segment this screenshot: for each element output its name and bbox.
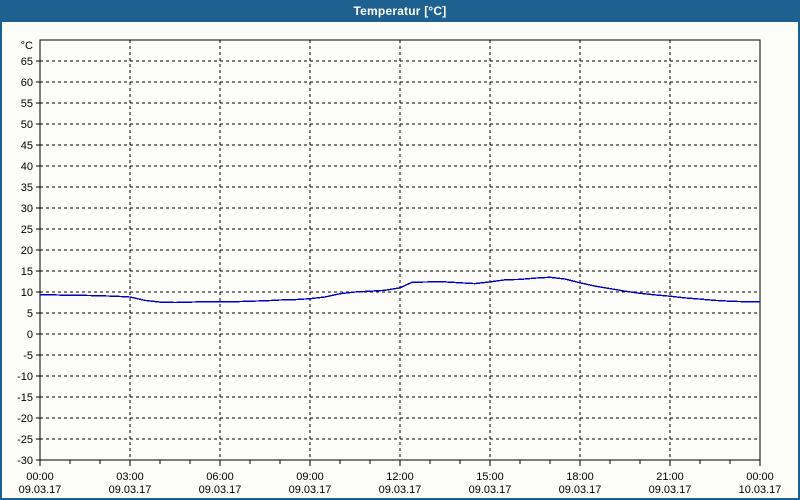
y-tick-label: 15 [21, 266, 33, 278]
y-tick-label: 45 [21, 140, 33, 152]
y-tick-label: -30 [17, 455, 33, 467]
y-tick-label: 0 [27, 329, 33, 341]
x-tick-date-label: 09.03.17 [379, 484, 422, 496]
y-tick-label: -5 [23, 350, 33, 362]
y-tick-label: 5 [27, 308, 33, 320]
x-tick-date-label: 09.03.17 [559, 484, 602, 496]
x-tick-time-label: 15:00 [476, 471, 504, 483]
x-tick-date-label: 09.03.17 [109, 484, 152, 496]
x-tick-date-label: 10.03.17 [739, 484, 782, 496]
x-tick-time-label: 12:00 [386, 471, 414, 483]
window-title: Temperatur [°C] [353, 4, 447, 18]
y-tick-label: 55 [21, 98, 33, 110]
y-tick-label: -25 [17, 434, 33, 446]
x-tick-date-label: 09.03.17 [19, 484, 62, 496]
x-tick-date-label: 09.03.17 [469, 484, 512, 496]
x-tick-time-label: 06:00 [206, 471, 234, 483]
x-tick-time-label: 09:00 [296, 471, 324, 483]
y-tick-label: 40 [21, 161, 33, 173]
x-tick-date-label: 09.03.17 [649, 484, 692, 496]
x-tick-time-label: 03:00 [116, 471, 144, 483]
x-tick-time-label: 00:00 [746, 471, 774, 483]
y-tick-label: -20 [17, 413, 33, 425]
y-tick-label: 10 [21, 287, 33, 299]
y-tick-label: 50 [21, 119, 33, 131]
y-tick-label: 30 [21, 203, 33, 215]
y-tick-label: 25 [21, 224, 33, 236]
y-tick-label: 20 [21, 245, 33, 257]
y-tick-label: 35 [21, 182, 33, 194]
x-tick-time-label: 18:00 [566, 471, 594, 483]
plot-border [39, 39, 761, 461]
y-tick-label: -15 [17, 392, 33, 404]
temperature-series-line [40, 276, 760, 304]
y-tick-label: -10 [17, 371, 33, 383]
window-titlebar[interactable]: Temperatur [°C] [0, 0, 800, 22]
x-tick-time-label: 00:00 [26, 471, 54, 483]
y-axis-unit-label: °C [21, 40, 33, 52]
x-tick-date-label: 09.03.17 [289, 484, 332, 496]
y-tick-label: 60 [21, 77, 33, 89]
y-tick-label: 65 [21, 56, 33, 68]
x-tick-date-label: 09.03.17 [199, 484, 242, 496]
x-tick-time-label: 21:00 [656, 471, 684, 483]
